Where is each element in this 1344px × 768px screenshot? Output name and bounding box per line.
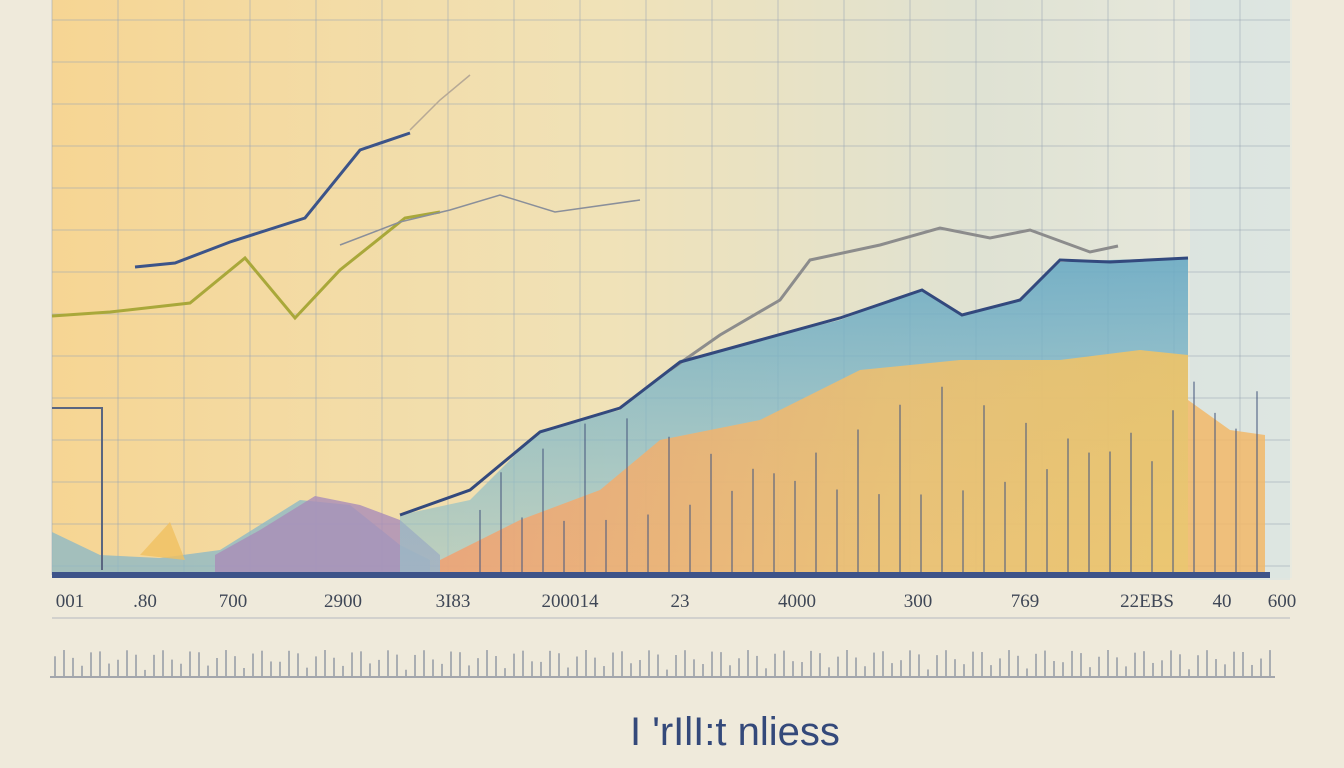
bars <box>479 381 1258 575</box>
axis-label: 23 <box>671 591 690 612</box>
axis-label: 2900 <box>324 591 362 612</box>
axis-label: 22EBS <box>1120 591 1174 612</box>
baseline <box>52 572 1270 578</box>
area-peak <box>140 522 185 560</box>
tick-strip <box>54 650 1271 676</box>
line-navy <box>399 256 1189 517</box>
axis-label: 300 <box>904 591 933 612</box>
axis-label: 200014 <box>542 591 600 612</box>
area-right <box>1188 400 1265 575</box>
line-faint <box>409 74 471 131</box>
axis-label: 40 <box>1213 591 1232 612</box>
axis-label: 769 <box>1011 591 1040 612</box>
line-olive <box>51 210 441 321</box>
line-grey <box>669 226 1119 372</box>
axis-label: 600 <box>1268 591 1297 612</box>
axis-label: 3I83 <box>436 591 471 612</box>
axis-label: 001 <box>56 591 85 612</box>
caption: I 'rIlI:t nliess <box>630 710 840 754</box>
axis-label: 4000 <box>778 591 816 612</box>
axis-label: 700 <box>219 591 248 612</box>
line-grey-thin <box>339 194 641 246</box>
line-dark <box>134 131 411 269</box>
axis-label: .80 <box>133 591 157 612</box>
area-purple <box>215 496 440 575</box>
bracket <box>52 407 103 570</box>
